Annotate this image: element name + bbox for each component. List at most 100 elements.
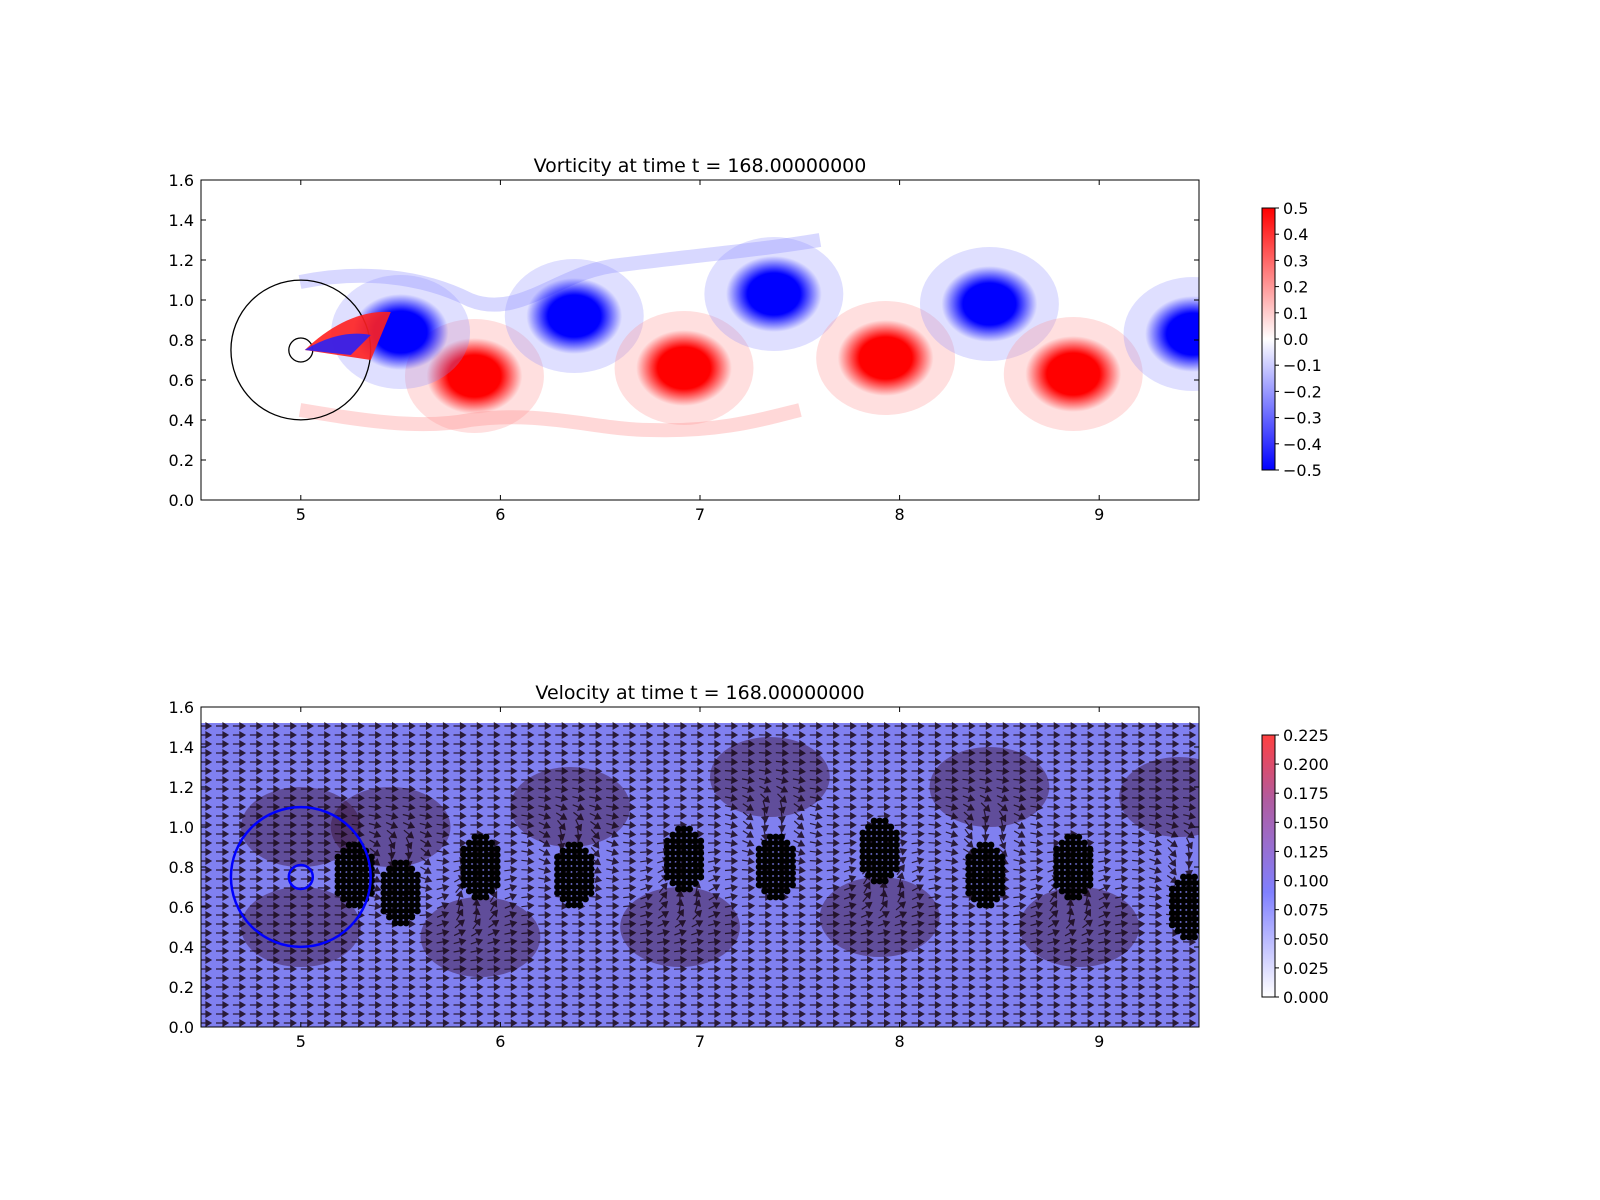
particle-dot xyxy=(1191,885,1199,893)
particle-dot xyxy=(761,875,769,883)
particle-dot xyxy=(402,883,410,891)
particle-dot xyxy=(675,879,682,887)
particle-dot xyxy=(870,853,878,861)
particle-dot xyxy=(783,863,791,871)
particle-dot xyxy=(1086,875,1094,883)
velocity-colorbar xyxy=(1261,734,1276,998)
particle-dot xyxy=(391,907,399,915)
particle-dot xyxy=(570,847,578,855)
particle-dot xyxy=(675,861,682,869)
particle-dot xyxy=(965,871,973,879)
particle-dot xyxy=(1075,881,1083,889)
particle-dot xyxy=(1180,921,1187,929)
particle-dot xyxy=(576,883,584,891)
particle-dot xyxy=(1081,851,1088,859)
particle-dot xyxy=(970,865,978,873)
particle-dot xyxy=(1191,915,1199,923)
particle-dot xyxy=(876,823,884,831)
particle-dot xyxy=(970,859,978,867)
y-tick-label: 0.0 xyxy=(169,1018,194,1037)
particle-dot xyxy=(559,877,567,885)
particle-dot xyxy=(1202,892,1209,899)
particle-dot xyxy=(465,839,473,847)
particle-dot xyxy=(663,849,671,857)
particle-dot xyxy=(1174,909,1182,917)
high-speed-region xyxy=(420,897,541,977)
particle-dot xyxy=(1086,851,1094,859)
particle-dot xyxy=(1064,887,1072,895)
particle-dot xyxy=(356,883,364,891)
particle-dot xyxy=(1174,915,1182,923)
particle-dot xyxy=(881,865,889,873)
particle-dot xyxy=(493,863,501,871)
particle-dot xyxy=(340,877,347,885)
y-tick-label: 1.0 xyxy=(169,818,194,837)
particle-dot xyxy=(1174,927,1182,935)
particle-dot xyxy=(993,847,1001,855)
particle-dot xyxy=(865,829,872,837)
particle-dot xyxy=(391,913,399,921)
particle-dot xyxy=(887,859,895,867)
particle-dot xyxy=(1069,887,1077,895)
particle-dot xyxy=(697,843,705,851)
particle-dot xyxy=(998,859,1006,867)
particle-dot xyxy=(386,913,393,921)
particle-dot xyxy=(691,849,699,857)
particle-dot xyxy=(859,865,867,873)
particle-dot xyxy=(976,853,984,861)
particle-dot xyxy=(772,881,780,889)
particle-dot xyxy=(755,875,763,883)
particle-dot xyxy=(675,825,682,833)
particle-dot xyxy=(391,889,399,897)
particle-dot xyxy=(887,865,895,873)
particle-dot xyxy=(1086,881,1094,889)
particle-dot xyxy=(669,867,677,875)
particle-dot xyxy=(1196,921,1199,929)
particle-dot xyxy=(982,841,989,849)
particle-dot xyxy=(976,901,984,909)
particle-dot xyxy=(987,895,995,903)
particle-dot xyxy=(686,879,694,887)
particle-dot xyxy=(859,847,867,855)
particle-dot xyxy=(859,853,867,861)
particle-dot xyxy=(1064,863,1072,871)
particle-dot xyxy=(334,871,342,879)
particle-dot xyxy=(408,871,416,879)
particle-dot xyxy=(686,855,694,863)
particle-dot xyxy=(783,857,791,865)
particle-dot xyxy=(761,887,769,895)
particle-dot xyxy=(482,875,490,883)
positive-vortex xyxy=(837,320,934,396)
particle-dot xyxy=(691,831,699,839)
particle-dot xyxy=(1064,869,1072,877)
particle-dot xyxy=(778,869,785,877)
particle-dot xyxy=(965,877,973,885)
particle-dot xyxy=(559,895,567,903)
particle-dot xyxy=(680,879,688,887)
particle-dot xyxy=(859,841,867,849)
particle-dot xyxy=(982,901,989,909)
colorbar-tick-label: 0.200 xyxy=(1283,755,1329,774)
particle-dot xyxy=(893,859,900,867)
particle-dot xyxy=(669,873,677,881)
particle-dot xyxy=(1081,839,1088,847)
colorbar-tick-label: 0.150 xyxy=(1283,813,1329,832)
y-tick-label: 1.4 xyxy=(169,211,194,230)
shear-layer-lower xyxy=(298,403,802,438)
particle-dot xyxy=(1196,891,1199,899)
particle-dot xyxy=(663,837,671,845)
particle-dot xyxy=(345,877,353,885)
particle-dot xyxy=(680,873,688,881)
particle-dot xyxy=(675,831,682,839)
particle-dot xyxy=(1174,921,1182,929)
particle-dot xyxy=(680,843,688,851)
particle-dot xyxy=(1053,869,1060,877)
particle-dot xyxy=(998,871,1006,879)
particle-dot xyxy=(887,841,895,849)
particle-dot xyxy=(686,867,694,875)
particle-dot xyxy=(876,835,884,843)
particle-dot xyxy=(402,895,410,903)
particle-dot xyxy=(488,881,496,889)
particle-dot xyxy=(783,839,791,847)
particle-dot xyxy=(570,901,578,909)
